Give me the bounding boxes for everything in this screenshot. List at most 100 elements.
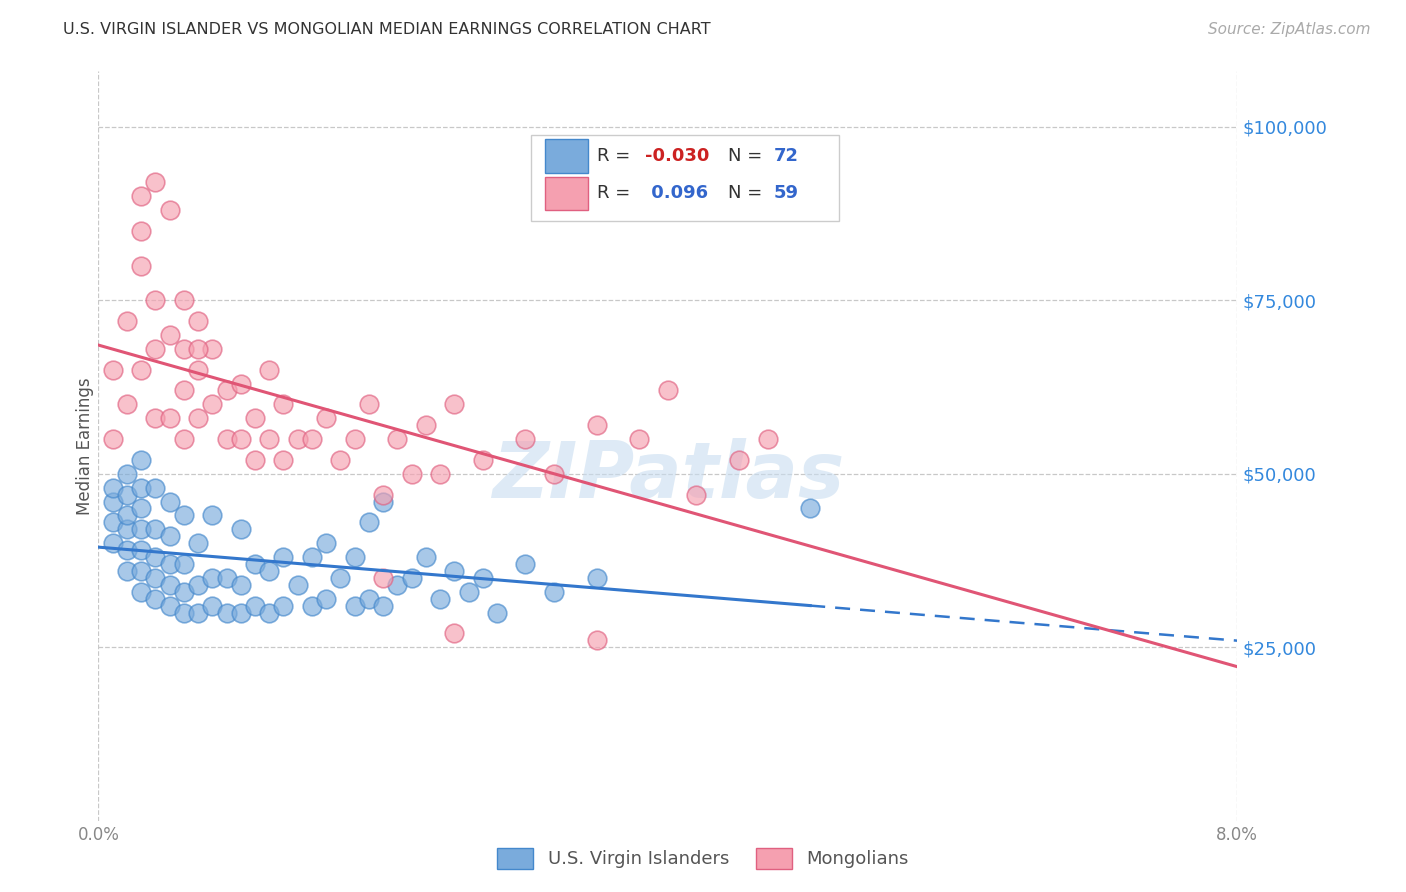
Text: 72: 72	[773, 147, 799, 165]
Point	[728, 453, 751, 467]
Point	[159, 328, 181, 343]
Text: 0.096: 0.096	[645, 185, 709, 202]
FancyBboxPatch shape	[546, 177, 588, 211]
Point	[173, 584, 195, 599]
Point	[187, 536, 209, 550]
Point	[129, 453, 152, 467]
Point	[301, 549, 323, 564]
Point	[215, 432, 238, 446]
Point	[343, 549, 366, 564]
Point	[357, 397, 380, 411]
Point	[187, 578, 209, 592]
Point	[243, 599, 266, 613]
Point	[101, 481, 124, 495]
Point	[273, 549, 295, 564]
Point	[145, 342, 167, 356]
Point	[115, 522, 138, 536]
Point	[129, 481, 152, 495]
Point	[756, 432, 779, 446]
Point	[229, 522, 252, 536]
Point	[273, 599, 295, 613]
Point	[799, 501, 821, 516]
Point	[515, 557, 537, 571]
Point	[243, 411, 266, 425]
Text: -0.030: -0.030	[645, 147, 710, 165]
Point	[101, 432, 124, 446]
Point	[201, 599, 224, 613]
Point	[129, 543, 152, 558]
Text: R =: R =	[598, 185, 637, 202]
Point	[301, 599, 323, 613]
Point	[187, 314, 209, 328]
Point	[243, 557, 266, 571]
Point	[129, 224, 152, 238]
Point	[371, 571, 394, 585]
Point	[159, 578, 181, 592]
Point	[173, 508, 195, 523]
Point	[329, 453, 352, 467]
Point	[329, 571, 352, 585]
FancyBboxPatch shape	[531, 135, 839, 221]
Point	[357, 591, 380, 606]
Point	[301, 432, 323, 446]
Point	[387, 578, 409, 592]
Point	[159, 494, 181, 508]
Point	[471, 453, 494, 467]
Point	[315, 411, 337, 425]
Point	[115, 543, 138, 558]
Point	[129, 259, 152, 273]
Point	[173, 557, 195, 571]
Point	[115, 397, 138, 411]
Point	[129, 189, 152, 203]
Point	[215, 384, 238, 398]
Point	[173, 384, 195, 398]
Text: N =: N =	[728, 185, 768, 202]
Point	[129, 522, 152, 536]
Point	[187, 411, 209, 425]
Point	[243, 453, 266, 467]
Point	[415, 418, 437, 433]
Point	[229, 606, 252, 620]
Point	[229, 578, 252, 592]
Point	[159, 599, 181, 613]
Point	[129, 501, 152, 516]
Legend: U.S. Virgin Islanders, Mongolians: U.S. Virgin Islanders, Mongolians	[489, 840, 917, 876]
Point	[115, 508, 138, 523]
Point	[259, 432, 281, 446]
Point	[159, 411, 181, 425]
Point	[129, 584, 152, 599]
Point	[215, 571, 238, 585]
Point	[201, 397, 224, 411]
Point	[201, 508, 224, 523]
Text: Source: ZipAtlas.com: Source: ZipAtlas.com	[1208, 22, 1371, 37]
Point	[159, 529, 181, 543]
Point	[115, 564, 138, 578]
Point	[457, 584, 479, 599]
Point	[173, 342, 195, 356]
Point	[343, 599, 366, 613]
Y-axis label: Median Earnings: Median Earnings	[76, 377, 94, 515]
Text: ZIPatlas: ZIPatlas	[492, 438, 844, 514]
Point	[259, 564, 281, 578]
Point	[173, 432, 195, 446]
Point	[273, 453, 295, 467]
Point	[259, 362, 281, 376]
Point	[371, 599, 394, 613]
Point	[187, 606, 209, 620]
FancyBboxPatch shape	[546, 139, 588, 173]
Point	[145, 411, 167, 425]
Text: R =: R =	[598, 147, 637, 165]
Text: U.S. VIRGIN ISLANDER VS MONGOLIAN MEDIAN EARNINGS CORRELATION CHART: U.S. VIRGIN ISLANDER VS MONGOLIAN MEDIAN…	[63, 22, 711, 37]
Point	[187, 362, 209, 376]
Point	[543, 584, 565, 599]
Text: N =: N =	[728, 147, 768, 165]
Point	[215, 606, 238, 620]
Point	[585, 418, 607, 433]
Point	[259, 606, 281, 620]
Point	[115, 467, 138, 481]
Point	[315, 536, 337, 550]
Point	[145, 549, 167, 564]
Point	[229, 376, 252, 391]
Point	[159, 557, 181, 571]
Point	[471, 571, 494, 585]
